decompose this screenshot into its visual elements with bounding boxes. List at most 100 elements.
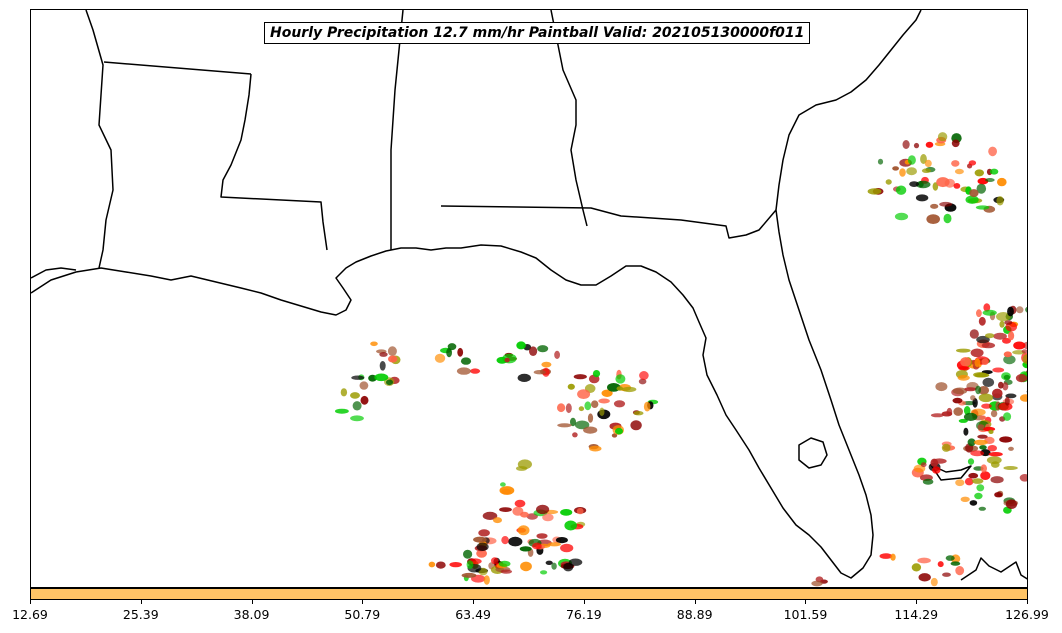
precip-blob [978, 386, 990, 395]
precip-blob [529, 346, 538, 357]
precip-blob [478, 567, 488, 576]
precip-blob [960, 496, 970, 502]
precip-blob [537, 345, 549, 353]
precip-blob [447, 343, 457, 351]
precip-blob [975, 385, 981, 395]
precip-blob [982, 377, 995, 387]
border-tx-la [85, 10, 114, 269]
precip-blob [953, 407, 963, 416]
colorbar-tick-label: 38.09 [233, 607, 270, 622]
precip-blob [925, 141, 934, 148]
precip-blob [954, 168, 964, 175]
precip-blob [968, 472, 979, 479]
precip-blob [969, 329, 979, 339]
precip-blob [574, 420, 590, 430]
precip-blob [972, 398, 978, 408]
precip-blob [514, 499, 526, 508]
colorbar-tick [473, 600, 475, 604]
precip-blob [461, 572, 477, 578]
bahamas [930, 464, 972, 481]
precip-blob [576, 507, 584, 515]
precip-blob [909, 181, 919, 188]
precip-blob [980, 471, 991, 480]
precip-blob [493, 517, 502, 524]
precip-blob [958, 418, 968, 423]
precip-blob [551, 562, 557, 570]
precip-blob [615, 427, 623, 435]
precip-blob [988, 452, 1003, 457]
precip-blob [970, 395, 976, 401]
precip-blob [560, 543, 574, 553]
precip-blob [478, 529, 490, 537]
precip-blob [974, 358, 981, 368]
precip-blob [930, 413, 944, 418]
precip-blob [976, 309, 982, 318]
precip-blob [483, 575, 490, 585]
precip-blob [963, 406, 971, 415]
precip-blob [592, 370, 601, 378]
precip-blob [811, 580, 823, 587]
precip-blob [935, 382, 948, 392]
precip-blob [476, 542, 489, 551]
precip-blob [973, 372, 987, 378]
border-ar-la [103, 61, 252, 75]
precip-blob [517, 525, 530, 536]
gulf-coastline [31, 10, 922, 579]
precip-blob [980, 464, 987, 473]
precip-blob [922, 478, 934, 485]
precip-blob [519, 546, 532, 552]
colorbar [30, 588, 1028, 600]
precip-blob [970, 450, 985, 457]
precip-blob [979, 445, 987, 450]
precip-blob [907, 155, 916, 165]
precip-blob [951, 139, 960, 148]
precip-blob [359, 381, 369, 390]
precip-blob [899, 168, 906, 177]
precip-blob [1027, 390, 1028, 394]
precip-blob [379, 352, 388, 357]
precip-blob [958, 366, 970, 371]
border-al-ga [550, 10, 588, 227]
precip-blob [890, 553, 896, 561]
colorbar-tick [916, 600, 918, 604]
precip-blob [532, 542, 542, 550]
precip-blob [902, 140, 910, 149]
precip-blob [340, 388, 348, 397]
precip-blob [516, 341, 526, 350]
precip-blob [577, 389, 591, 399]
precip-blob [601, 389, 613, 397]
precip-blob [541, 361, 552, 368]
precip-blob [885, 179, 892, 185]
precip-blob [975, 205, 990, 210]
colorbar-tick [251, 600, 253, 604]
precip-blob [965, 195, 979, 204]
precip-blob [565, 403, 572, 414]
precip-blob [913, 142, 920, 149]
precip-blob [982, 309, 997, 316]
precip-blob [560, 509, 573, 516]
precip-blob [993, 332, 1007, 340]
precip-blob [387, 346, 397, 357]
precip-blob [967, 438, 976, 447]
precip-blob [970, 348, 984, 358]
precip-blob [622, 386, 637, 393]
precip-blob [499, 486, 515, 495]
precip-blob [915, 194, 929, 202]
precip-blob [943, 213, 952, 224]
precip-blob [446, 348, 452, 358]
precip-blob [613, 400, 626, 408]
precip-blob [456, 367, 471, 375]
precip-blob [570, 417, 576, 427]
precip-blob [352, 401, 362, 411]
precip-blob [918, 573, 931, 582]
precip-blob [508, 536, 523, 547]
border-la-ms [220, 73, 328, 251]
border-ms-al [390, 10, 404, 250]
precip-blob [335, 408, 349, 414]
precip-blob [988, 146, 997, 157]
precip-blob [434, 353, 446, 363]
precip-blob [974, 169, 984, 177]
precip-blob [945, 555, 955, 561]
precip-blob [449, 562, 463, 568]
precip-blob [598, 398, 610, 404]
